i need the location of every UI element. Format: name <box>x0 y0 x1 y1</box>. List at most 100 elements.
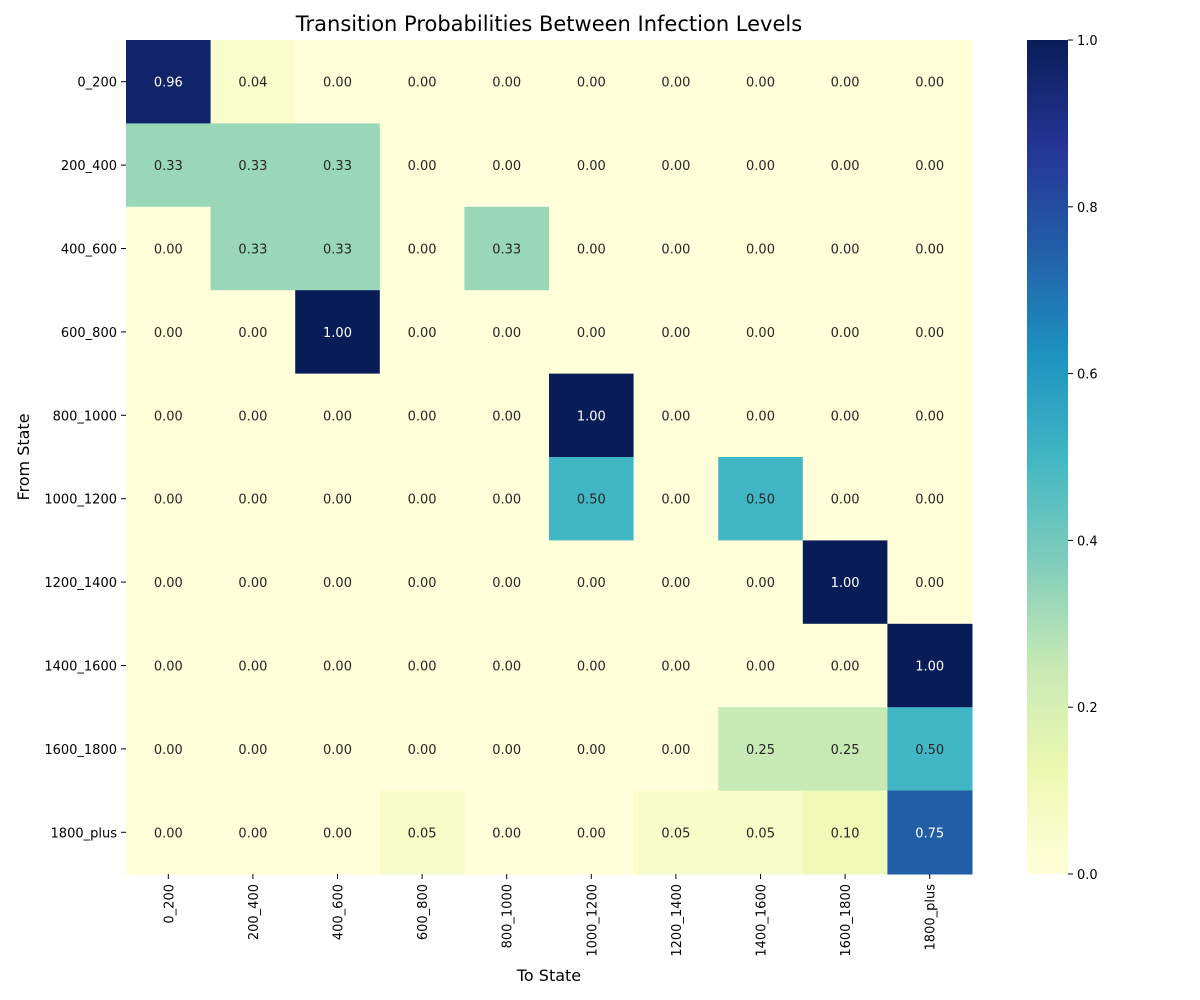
heatmap-cell <box>549 40 635 124</box>
heatmap-cell-label: 0.25 <box>746 743 775 758</box>
y-tick-label: 1000_1200 <box>44 493 117 508</box>
heatmap-cell <box>126 457 212 541</box>
heatmap-cell <box>802 790 888 875</box>
heatmap-cell <box>718 707 804 792</box>
heatmap-cell <box>464 373 550 458</box>
heatmap-cell-label: 0.33 <box>154 159 183 174</box>
heatmap-cell-label: 0.00 <box>577 243 606 258</box>
heatmap-cell-label: 0.00 <box>408 159 437 174</box>
x-tick-label: 1800_plus <box>924 884 939 951</box>
heatmap-cell <box>802 123 888 208</box>
heatmap-cell <box>887 540 973 625</box>
heatmap-cell-label: 0.00 <box>408 493 437 508</box>
heatmap-cell-label: 0.00 <box>154 493 183 508</box>
heatmap-cell-label: 0.00 <box>746 76 775 91</box>
heatmap-cell <box>379 457 465 541</box>
heatmap-cell-label: 0.00 <box>661 576 690 591</box>
heatmap-cell <box>295 290 381 375</box>
heatmap-cell-label: 1.00 <box>915 660 944 675</box>
heatmap-cell <box>295 790 381 875</box>
heatmap-cell <box>549 707 635 792</box>
heatmap-cell-label: 0.00 <box>661 493 690 508</box>
x-tick-label: 1600_1800 <box>839 884 854 957</box>
y-tick-label: 1800_plus <box>51 826 118 841</box>
colorbar-tick-label: 0.4 <box>1077 534 1098 549</box>
heatmap-cell-label: 1.00 <box>323 326 352 341</box>
heatmap-cell-label: 0.00 <box>492 660 521 675</box>
heatmap-cell <box>887 206 973 291</box>
heatmap-cell-label: 0.00 <box>831 76 860 91</box>
heatmap-cell-label: 0.00 <box>831 243 860 258</box>
heatmap-cell <box>887 623 973 708</box>
chart-title: Transition Probabilities Between Infecti… <box>295 12 802 36</box>
heatmap-cell <box>633 457 719 541</box>
heatmap-cell <box>549 790 635 875</box>
heatmap-cell <box>887 790 973 875</box>
x-tick-label: 1000_1200 <box>585 884 600 957</box>
heatmap-cell-label: 0.33 <box>238 159 267 174</box>
heatmap-cell-label: 0.50 <box>915 743 944 758</box>
heatmap-cell-label: 0.00 <box>577 660 606 675</box>
heatmap-cell <box>210 707 296 792</box>
heatmap-cell-label: 0.00 <box>408 660 437 675</box>
heatmap-cell <box>802 707 888 792</box>
heatmap-cell <box>464 790 550 875</box>
heatmap-cell <box>295 40 381 124</box>
heatmap-cell <box>295 707 381 792</box>
heatmap-cell <box>379 206 465 291</box>
colorbar-tick-label: 0.8 <box>1077 201 1098 216</box>
heatmap-cell <box>126 123 212 208</box>
heatmap-cell-label: 0.00 <box>492 409 521 424</box>
heatmap-cell-label: 0.75 <box>915 826 944 841</box>
heatmap-cell-label: 0.00 <box>831 493 860 508</box>
heatmap-cell <box>464 623 550 708</box>
heatmap-cell-label: 0.00 <box>492 326 521 341</box>
y-tick-label: 1400_1600 <box>44 660 117 675</box>
heatmap-cell <box>718 790 804 875</box>
heatmap-cell <box>379 790 465 875</box>
heatmap-cell <box>379 40 465 124</box>
heatmap-cell-label: 0.00 <box>661 743 690 758</box>
colorbar-tick-label: 0.2 <box>1077 701 1098 716</box>
heatmap-cell <box>379 707 465 792</box>
heatmap-cell-label: 0.00 <box>915 493 944 508</box>
heatmap-cell-label: 0.00 <box>661 326 690 341</box>
heatmap-cell-label: 0.10 <box>831 826 860 841</box>
heatmap-cell-label: 0.00 <box>408 409 437 424</box>
heatmap-cell-label: 0.05 <box>661 826 690 841</box>
heatmap-cell <box>295 540 381 625</box>
heatmap-cell <box>633 290 719 375</box>
y-tick-label: 0_200 <box>77 76 117 91</box>
heatmap-cell <box>126 206 212 291</box>
heatmap-cell-label: 0.00 <box>323 660 352 675</box>
heatmap-cell-label: 0.00 <box>323 576 352 591</box>
heatmap-cell <box>633 540 719 625</box>
heatmap-cell <box>126 790 212 875</box>
heatmap-cell-label: 0.00 <box>577 326 606 341</box>
x-tick-label: 1200_1400 <box>670 884 685 957</box>
heatmap-cell <box>126 373 212 458</box>
heatmap-cell <box>887 707 973 792</box>
heatmap-cell-label: 0.00 <box>154 326 183 341</box>
heatmap-cell-label: 0.00 <box>154 660 183 675</box>
heatmap-cell-label: 0.00 <box>408 76 437 91</box>
heatmap-cell-label: 0.00 <box>915 409 944 424</box>
heatmap-cell-label: 0.00 <box>915 159 944 174</box>
heatmap-cell <box>549 373 635 458</box>
heatmap-cell <box>210 40 296 124</box>
heatmap-cell <box>464 540 550 625</box>
heatmap-cell-label: 0.00 <box>492 576 521 591</box>
heatmap-cell-label: 0.00 <box>408 743 437 758</box>
colorbar-tick-label: 0.0 <box>1077 868 1098 883</box>
heatmap-cell-label: 0.00 <box>492 826 521 841</box>
heatmap-cell-label: 0.00 <box>154 409 183 424</box>
colorbar-tick-label: 0.6 <box>1077 368 1098 383</box>
heatmap-cell-label: 0.00 <box>661 409 690 424</box>
heatmap-cells <box>126 40 973 875</box>
heatmap-cell <box>210 123 296 208</box>
heatmap-cell-label: 0.00 <box>915 326 944 341</box>
x-tick-label: 400_600 <box>332 884 347 940</box>
heatmap-cell-label: 0.00 <box>746 576 775 591</box>
heatmap-cell <box>126 540 212 625</box>
x-tick-label: 200_400 <box>247 884 262 940</box>
